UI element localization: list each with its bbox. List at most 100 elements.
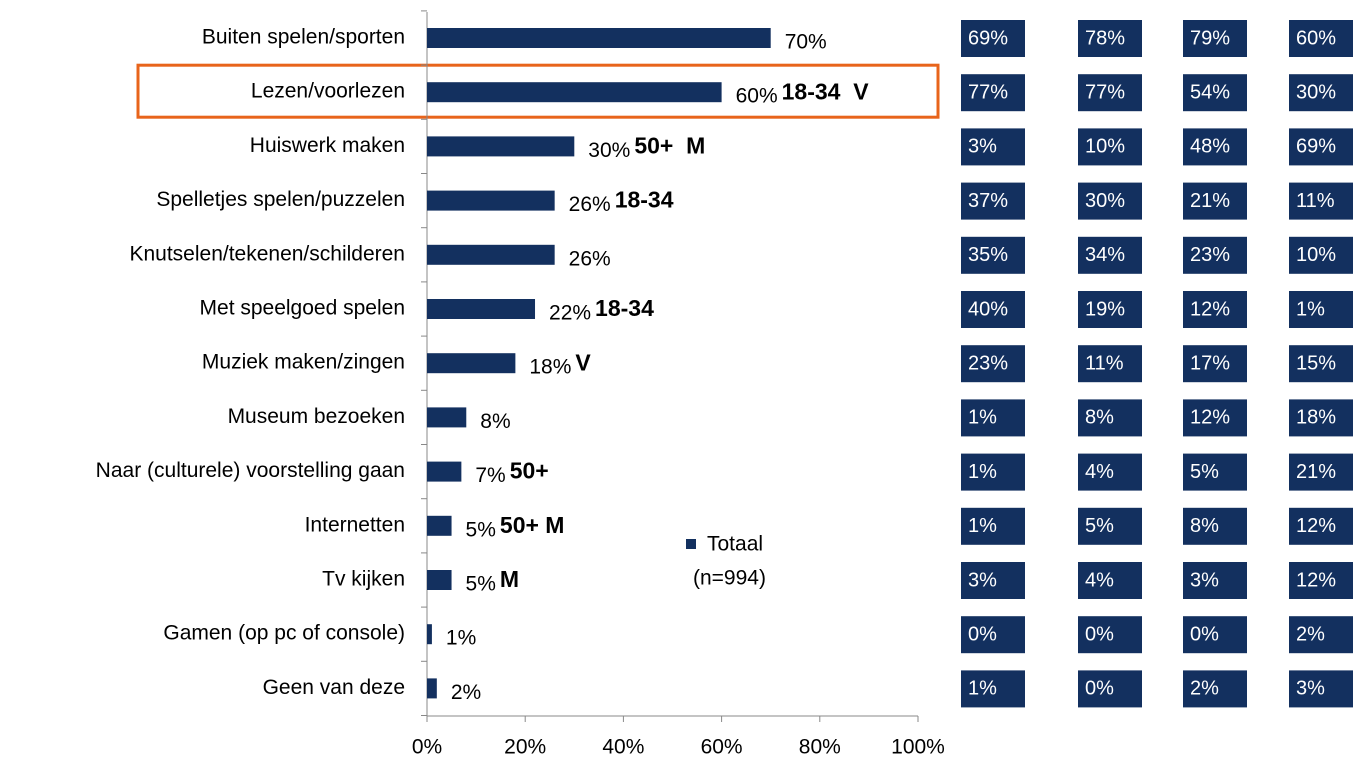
bar xyxy=(427,678,437,699)
table-cell xyxy=(1183,236,1247,274)
data-label: 5% xyxy=(466,573,496,596)
table-cell xyxy=(961,562,1025,599)
annotation: M xyxy=(500,566,519,592)
category-label: Knutselen/tekenen/schilderen xyxy=(129,242,405,265)
table-cell-text: 10% xyxy=(1296,244,1336,266)
table-cell-text: 12% xyxy=(1190,298,1230,320)
annotation: 18-34 xyxy=(595,295,654,321)
table-cell xyxy=(961,128,1025,166)
table-cell xyxy=(961,20,1025,57)
bar xyxy=(427,190,555,211)
table-cell xyxy=(1078,670,1142,708)
table-cell xyxy=(1078,291,1142,328)
table-cell-text: 3% xyxy=(1190,569,1219,591)
data-label: 18% xyxy=(529,356,571,379)
table-cell xyxy=(961,291,1025,328)
table-cell xyxy=(961,345,1025,383)
table-cell xyxy=(1183,182,1247,220)
table-cell-text: 1% xyxy=(968,461,997,483)
table-cell xyxy=(1289,345,1353,383)
table-cell-text: 12% xyxy=(1190,407,1230,429)
bar xyxy=(427,82,722,103)
category-label: Tv kijken xyxy=(322,568,405,591)
category-label: Met speelgoed spelen xyxy=(200,297,405,320)
annotation: 50+ M xyxy=(500,512,565,538)
data-label: 22% xyxy=(549,302,591,325)
table-cell xyxy=(1078,345,1142,383)
data-label: 26% xyxy=(569,247,611,270)
x-tick-label: 80% xyxy=(799,736,841,759)
table-cell xyxy=(1183,399,1247,437)
category-label: Internetten xyxy=(305,513,405,536)
bar xyxy=(427,244,555,265)
x-tick-label: 60% xyxy=(701,736,743,759)
bar xyxy=(427,461,462,482)
table-cell-text: 0% xyxy=(968,623,997,645)
table-cell-text: 77% xyxy=(968,81,1008,103)
bar xyxy=(427,299,536,319)
table-cell xyxy=(1183,291,1247,328)
table-cell-text: 2% xyxy=(1190,678,1219,700)
table-cell xyxy=(1078,74,1142,112)
table-cell xyxy=(1078,616,1142,654)
category-label: Geen van deze xyxy=(263,676,405,699)
annotation: V xyxy=(575,349,591,375)
table-cell-text: 79% xyxy=(1190,27,1230,49)
table-cell-text: 1% xyxy=(968,407,997,429)
table-cell-text: 5% xyxy=(1190,461,1219,483)
table-cell-text: 60% xyxy=(1296,27,1336,49)
table-cell xyxy=(1078,453,1142,491)
table-cell xyxy=(1183,453,1247,491)
table-cell-text: 8% xyxy=(1085,407,1114,429)
bar xyxy=(427,624,432,645)
table-cell xyxy=(1183,20,1247,57)
data-label: 1% xyxy=(446,627,476,650)
table-cell-text: 69% xyxy=(968,27,1008,49)
table-cell xyxy=(1183,507,1247,545)
table-cell-text: 15% xyxy=(1296,352,1336,374)
category-label: Naar (culturele) voorstelling gaan xyxy=(96,459,405,482)
bar xyxy=(427,407,467,428)
table-cell-text: 69% xyxy=(1296,136,1336,158)
table-cell-text: 12% xyxy=(1296,569,1336,591)
table-cell xyxy=(1289,20,1353,57)
x-tick-label: 100% xyxy=(891,736,945,759)
table-cell-text: 37% xyxy=(968,190,1008,212)
data-label: 2% xyxy=(451,681,481,704)
x-tick-label: 40% xyxy=(602,736,644,759)
bar xyxy=(427,570,452,590)
table-cell-text: 40% xyxy=(968,298,1008,320)
table-cell-text: 5% xyxy=(1085,515,1114,537)
x-tick-label: 0% xyxy=(412,736,442,759)
table-cell-text: 0% xyxy=(1085,678,1114,700)
table-cell-text: 12% xyxy=(1296,515,1336,537)
table-cell xyxy=(1183,616,1247,654)
data-label: 30% xyxy=(588,139,630,162)
table-cell-text: 3% xyxy=(968,136,997,158)
x-tick-label: 20% xyxy=(504,736,546,759)
annotation: 18-34 V xyxy=(782,78,870,104)
category-label: Museum bezoeken xyxy=(228,405,405,428)
table-cell-text: 1% xyxy=(1296,298,1325,320)
table-cell-text: 3% xyxy=(1296,678,1325,700)
table-cell-text: 0% xyxy=(1190,623,1219,645)
category-label: Lezen/voorlezen xyxy=(251,80,405,103)
table-cell xyxy=(1078,236,1142,274)
table-cell xyxy=(1289,562,1353,599)
bar xyxy=(427,515,452,536)
table-cell xyxy=(1289,128,1353,166)
annotation: 50+ xyxy=(510,458,549,484)
table-cell-text: 30% xyxy=(1296,81,1336,103)
legend-note: (n=994) xyxy=(693,567,766,590)
table-cell-text: 4% xyxy=(1085,461,1114,483)
table-cell-text: 0% xyxy=(1085,623,1114,645)
table-cell-text: 21% xyxy=(1296,461,1336,483)
table-cell-text: 19% xyxy=(1085,298,1125,320)
category-label: Muziek maken/zingen xyxy=(202,351,405,374)
table-cell xyxy=(1289,507,1353,545)
table-cell-text: 78% xyxy=(1085,27,1125,49)
table-cell xyxy=(1078,507,1142,545)
table-cell-text: 23% xyxy=(1190,244,1230,266)
table-cell xyxy=(1289,616,1353,654)
